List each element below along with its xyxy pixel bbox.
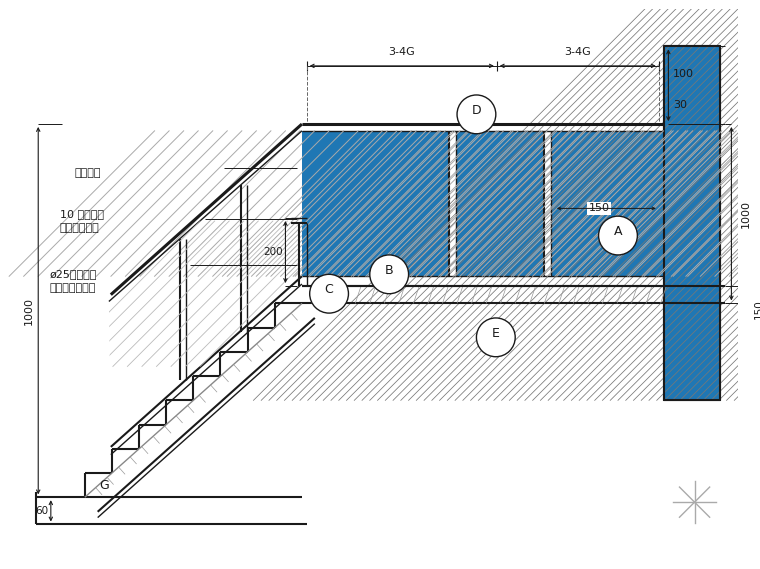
Text: 150: 150	[588, 203, 610, 213]
Text: 200: 200	[263, 247, 283, 257]
Text: 150: 150	[754, 299, 760, 319]
Text: 60: 60	[35, 506, 48, 516]
Text: B: B	[385, 264, 394, 277]
Circle shape	[477, 318, 515, 357]
Text: 10 厚玻璃或
钢化玻璃栏板: 10 厚玻璃或 钢化玻璃栏板	[59, 209, 103, 233]
Text: ø25钢管镀铬
或不锈钢管立柱: ø25钢管镀铬 或不锈钢管立柱	[50, 270, 97, 292]
Text: A: A	[614, 225, 622, 238]
Bar	[663, 47, 720, 401]
Text: 1000: 1000	[741, 200, 751, 228]
Text: 3-4G: 3-4G	[565, 47, 591, 57]
Bar	[302, 131, 449, 277]
Circle shape	[457, 95, 496, 134]
Bar	[551, 131, 663, 277]
Text: 硬木扶手: 硬木扶手	[74, 167, 100, 178]
Text: 1000: 1000	[24, 296, 33, 325]
Text: E: E	[492, 327, 500, 340]
Text: 3-4G: 3-4G	[388, 47, 415, 57]
Circle shape	[599, 216, 638, 255]
Bar	[663, 47, 720, 401]
Circle shape	[309, 274, 349, 313]
Text: C: C	[325, 283, 334, 296]
Circle shape	[370, 255, 409, 294]
Text: G: G	[100, 479, 109, 492]
Text: D: D	[472, 104, 481, 117]
Text: 100: 100	[673, 69, 694, 79]
Text: 30: 30	[673, 100, 687, 110]
Bar	[456, 131, 544, 277]
